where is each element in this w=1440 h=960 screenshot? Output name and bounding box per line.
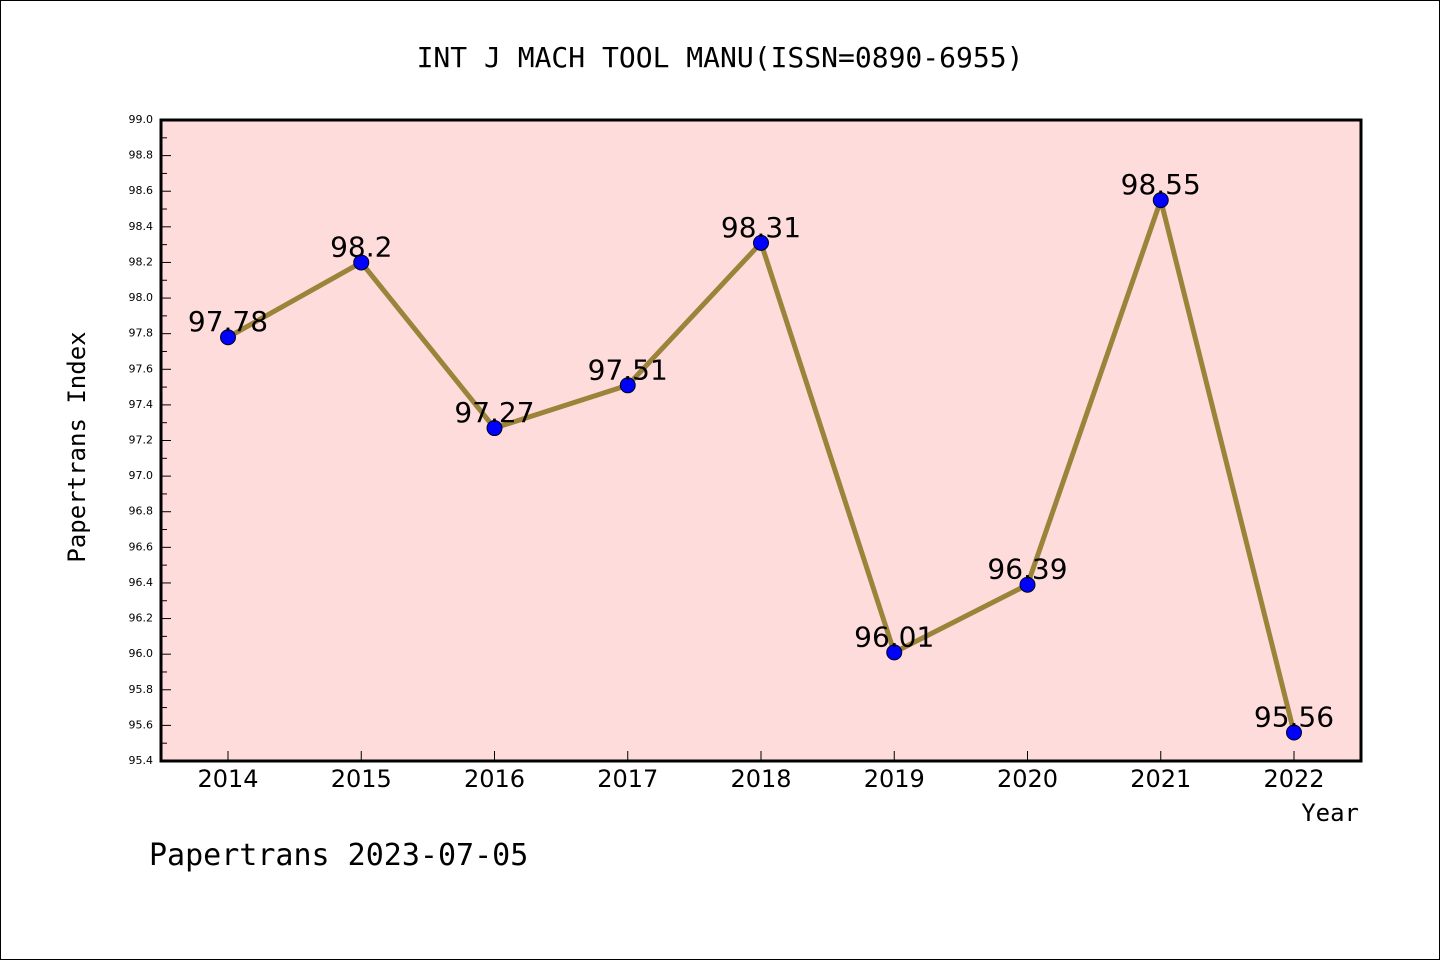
data-point-2022 — [1286, 724, 1302, 741]
y-axis-label: Papertrans Index — [63, 331, 91, 562]
x-axis-label: Year — [1301, 799, 1359, 827]
y-tick-label: 98.6 — [129, 184, 154, 197]
y-tick-label: 97.6 — [129, 362, 154, 375]
series-line-segment — [625, 240, 764, 388]
data-point-2015 — [353, 254, 370, 271]
y-tick-label: 95.6 — [129, 718, 154, 731]
y-tick-label: 96.2 — [129, 612, 154, 625]
y-tick-label: 98.0 — [129, 291, 154, 304]
y-tick-label: 98.8 — [129, 149, 154, 162]
data-point-2021 — [1152, 192, 1169, 209]
data-labels: 97.78 98.2 97.27 97.51 98.31 96.01 96.39 98.55 9… — [188, 168, 1334, 733]
y-tick-label: 96.6 — [129, 540, 154, 553]
y-tick-label: 95.4 — [129, 754, 154, 767]
plot-border — [159, 118, 1363, 763]
y-tick-label: 98.4 — [129, 220, 154, 233]
x-tick-label: 2022 — [1263, 765, 1324, 793]
x-tick-label: 2017 — [597, 765, 658, 793]
data-point-2020 — [1019, 576, 1036, 593]
y-tick-label: 96.4 — [129, 576, 154, 589]
x-tick-label: 2020 — [997, 765, 1058, 793]
data-label-2022: 95.56 — [1254, 701, 1334, 734]
series-line-segment — [225, 259, 364, 340]
data-label-2019: 96.01 — [854, 620, 934, 653]
y-tick-label: 98.2 — [129, 255, 154, 268]
x-tick-label: 2015 — [331, 765, 392, 793]
y-tick-label: 95.8 — [129, 683, 154, 696]
x-tick-label: 2021 — [1130, 765, 1191, 793]
y-tick-label: 96.8 — [129, 505, 154, 518]
plot-area — [161, 120, 1361, 761]
series-line-segment — [1158, 197, 1297, 736]
y-tick-label: 96.0 — [129, 647, 154, 660]
chart-title: INT J MACH TOOL MANU(ISSN=0890-6955) — [417, 41, 1024, 74]
x-tick-label: 2016 — [464, 765, 525, 793]
series-line-segment — [1025, 197, 1164, 588]
data-label-2018: 98.31 — [721, 211, 801, 244]
y-tick-label: 97.4 — [129, 398, 154, 411]
y-tick-label: 97.0 — [129, 469, 154, 482]
series-line-segment — [891, 582, 1030, 655]
series-line-segment — [758, 240, 897, 655]
x-tick-label: 2018 — [730, 765, 791, 793]
data-label-2017: 97.51 — [588, 353, 668, 386]
series-line — [225, 197, 1297, 736]
series-line-segment — [358, 259, 497, 431]
data-label-2021: 98.55 — [1121, 168, 1201, 201]
data-point-2017 — [619, 377, 636, 394]
series-line-segment — [492, 382, 631, 431]
y-tick-label: 99.0 — [129, 113, 154, 126]
data-label-2016: 97.27 — [454, 396, 534, 429]
x-axis: 2014 2015 2016 2017 2018 2019 2020 2021 2022 — [197, 751, 1325, 793]
data-point-2019 — [886, 644, 903, 661]
data-point-2018 — [753, 234, 769, 251]
data-label-2014: 97.78 — [188, 305, 268, 338]
series-markers — [220, 192, 1302, 741]
data-point-2014 — [220, 329, 236, 346]
x-tick-label: 2014 — [197, 765, 258, 793]
y-axis: 95.4 95.6 95.8 96.0 96.2 96.4 96.6 96.8 97.0 97.2… — [129, 113, 171, 767]
y-tick-label: 97.2 — [129, 434, 154, 447]
data-label-2015: 98.2 — [330, 230, 392, 263]
x-tick-label: 2019 — [864, 765, 925, 793]
footer-text: Papertrans 2023-07-05 — [149, 838, 528, 873]
y-tick-label: 97.8 — [129, 327, 154, 340]
data-point-2016 — [486, 420, 503, 437]
data-label-2020: 96.39 — [987, 553, 1067, 586]
